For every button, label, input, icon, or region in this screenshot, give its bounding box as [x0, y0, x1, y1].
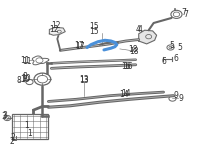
Text: 16: 16 [121, 62, 131, 71]
Text: 8: 8 [22, 72, 27, 81]
Text: 13: 13 [79, 75, 89, 84]
Text: 18: 18 [129, 47, 139, 56]
Text: 10: 10 [20, 75, 29, 84]
Text: 10: 10 [22, 74, 31, 83]
Text: 15: 15 [89, 27, 99, 36]
Text: 11: 11 [22, 57, 31, 66]
Text: 17: 17 [75, 42, 85, 51]
Text: 2: 2 [10, 133, 15, 142]
Text: 5: 5 [177, 43, 182, 52]
Text: 4: 4 [135, 25, 140, 34]
Text: 18: 18 [128, 45, 138, 54]
Text: 1: 1 [24, 121, 29, 130]
Text: 5: 5 [169, 41, 174, 50]
Bar [12, 114, 48, 139]
Text: 7: 7 [181, 8, 186, 17]
Polygon shape [49, 27, 65, 35]
Text: 14: 14 [121, 89, 131, 98]
Text: 3: 3 [2, 111, 7, 120]
Text: 9: 9 [173, 91, 178, 100]
Text: 9: 9 [179, 94, 184, 103]
Text: 2: 2 [9, 137, 14, 146]
Text: 6: 6 [173, 55, 178, 64]
Text: 15: 15 [89, 22, 99, 31]
Text: 13: 13 [79, 76, 89, 85]
Text: 16: 16 [123, 62, 133, 71]
Text: 12: 12 [50, 25, 59, 34]
Text: 8: 8 [16, 76, 21, 85]
Polygon shape [139, 30, 157, 44]
Text: 11: 11 [20, 56, 29, 65]
Text: 12: 12 [52, 21, 61, 30]
Text: 3: 3 [1, 112, 6, 121]
Text: 4: 4 [137, 25, 142, 34]
Text: 14: 14 [119, 90, 129, 99]
Text: 17: 17 [74, 41, 84, 50]
Text: 1: 1 [27, 129, 32, 138]
Text: 7: 7 [183, 10, 188, 19]
Text: 6: 6 [161, 57, 166, 66]
